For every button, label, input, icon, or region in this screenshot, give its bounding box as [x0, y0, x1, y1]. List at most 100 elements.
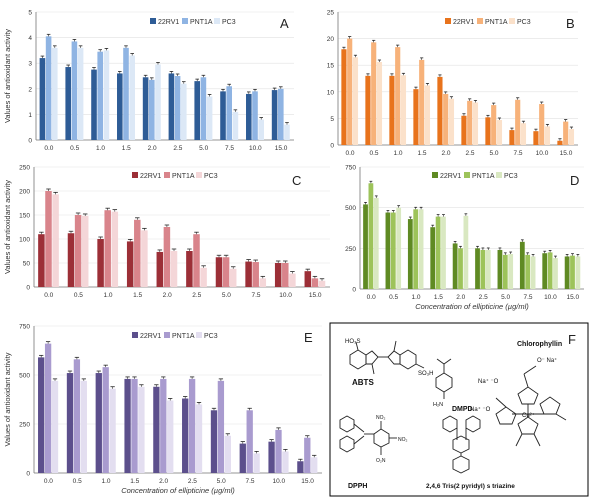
bar-pc3 — [232, 111, 239, 140]
bar-22rv1 — [407, 219, 413, 289]
x-tick-label: 2.5 — [465, 150, 474, 157]
bar-22rv1 — [91, 69, 97, 140]
bar-pnt1a — [395, 47, 401, 145]
x-tick-label: 10.0 — [249, 145, 262, 152]
x-tick-label: 7.5 — [523, 294, 532, 301]
x-tick-label: 5.0 — [217, 478, 226, 485]
bar-pc3 — [206, 96, 213, 140]
x-tick-label: 2.5 — [479, 294, 488, 301]
bar-pnt1a — [73, 359, 81, 473]
bar-pnt1a — [419, 59, 425, 145]
bar-22rv1 — [168, 73, 175, 140]
chart-panel-c: 0 50 100 150 200 250 0.0 0.5 1.0 1.5 2.0 2.5 5.0 7.5 1… — [3, 165, 330, 299]
y-tick-label: 200 — [19, 189, 30, 196]
bar-22rv1 — [239, 443, 246, 473]
bar-pc3 — [284, 124, 290, 140]
bar-pnt1a — [131, 378, 138, 473]
x-tick-label: 7.5 — [513, 150, 522, 157]
bar-pnt1a — [547, 252, 553, 289]
x-tick-label: 2.0 — [148, 145, 157, 152]
bar-pc3 — [485, 249, 491, 289]
bar-22rv1 — [156, 251, 164, 287]
bar-pnt1a — [502, 254, 508, 289]
x-tick-label: 0.5 — [74, 292, 83, 299]
chart-panel-a: 0 1 2 3 4 5 0.0 0.5 1.0 1.5 2.0 2.5 5.0 7.5 10.0 15.0 22… — [3, 10, 294, 152]
legend-label: 22RV1 — [440, 173, 461, 180]
bar-pc3 — [141, 230, 148, 287]
x-tick-label: 10.0 — [544, 294, 557, 301]
bar-pnt1a — [97, 51, 103, 140]
x-tick-label: 1.0 — [101, 478, 110, 485]
bar-22rv1 — [475, 248, 480, 289]
bar-pc3 — [396, 207, 402, 289]
x-tick-label: 15.0 — [275, 145, 288, 152]
bar-22rv1 — [186, 251, 193, 287]
y-tick-label: 0 — [26, 285, 30, 292]
bar-22rv1 — [557, 140, 563, 145]
bar-pc3 — [80, 380, 87, 473]
svg-text:H₂N: H₂N — [433, 402, 443, 408]
bar-22rv1 — [117, 73, 123, 140]
x-tick-label: 2.0 — [456, 294, 465, 301]
chlorophyllin-label: Chlorophyllin — [517, 341, 562, 348]
bar-pnt1a — [570, 255, 575, 289]
bar-22rv1 — [485, 117, 491, 145]
bar-pc3 — [282, 451, 289, 473]
dpph-structure — [339, 415, 397, 455]
bar-22rv1 — [142, 77, 149, 140]
legend-label: 22RV1 — [453, 19, 474, 26]
y-tick-label: 5 — [330, 116, 334, 123]
bar-pc3 — [418, 209, 424, 289]
bar-pnt1a — [282, 263, 289, 287]
bar-pc3 — [544, 126, 551, 145]
bar-pc3 — [448, 98, 455, 145]
bar-22rv1 — [385, 212, 391, 289]
bar-22rv1 — [363, 204, 368, 289]
legend-swatch — [164, 332, 170, 338]
bar-pnt1a — [458, 248, 463, 289]
bar-22rv1 — [124, 378, 131, 473]
bar-22rv1 — [210, 410, 218, 473]
bar-pc3 — [224, 435, 231, 473]
bar-22rv1 — [38, 357, 45, 473]
bar-pc3 — [180, 83, 187, 140]
svg-text:NO₂: NO₂ — [376, 415, 386, 421]
bar-pc3 — [352, 57, 359, 145]
bar-pc3 — [51, 380, 59, 473]
y-tick-label: 750 — [19, 324, 30, 331]
x-tick-label: 10.0 — [272, 478, 285, 485]
bar-pc3 — [109, 388, 116, 473]
bar-22rv1 — [220, 91, 226, 140]
y-tick-label: 2 — [28, 86, 32, 93]
bar-pc3 — [441, 216, 446, 289]
bar-22rv1 — [365, 75, 371, 145]
x-tick-label: 15.0 — [566, 294, 579, 301]
bar-pc3 — [530, 256, 536, 289]
legend-swatch — [496, 172, 502, 178]
bar-22rv1 — [246, 93, 252, 140]
bar-pnt1a — [74, 215, 82, 287]
bar-pnt1a — [413, 209, 419, 289]
panel-letter-c: C — [292, 173, 301, 188]
bar-pc3 — [568, 129, 575, 145]
y-tick-label: 500 — [19, 373, 30, 380]
y-tick-label: 0 — [352, 287, 356, 294]
x-tick-label: 15.0 — [560, 150, 573, 157]
x-tick-label: 0.5 — [389, 294, 398, 301]
bar-22rv1 — [274, 263, 282, 287]
y-tick-label: 250 — [19, 422, 30, 429]
bar-pc3 — [259, 278, 267, 287]
y-tick-label: 250 — [19, 165, 30, 172]
dmpd-label: DMPD — [452, 406, 473, 413]
bar-pnt1a — [252, 262, 259, 287]
bar-22rv1 — [564, 256, 570, 289]
bar-22rv1 — [67, 233, 75, 287]
bar-pnt1a — [539, 104, 545, 145]
x-tick-label: 1.5 — [417, 150, 426, 157]
x-axis-label: Concentration of ellipticine (µg/ml) — [415, 302, 529, 311]
y-tick-label: 25 — [327, 10, 335, 17]
bar-22rv1 — [97, 239, 104, 287]
bar-22rv1 — [542, 253, 548, 289]
bar-pc3 — [51, 47, 58, 141]
bar-pc3 — [155, 64, 161, 140]
